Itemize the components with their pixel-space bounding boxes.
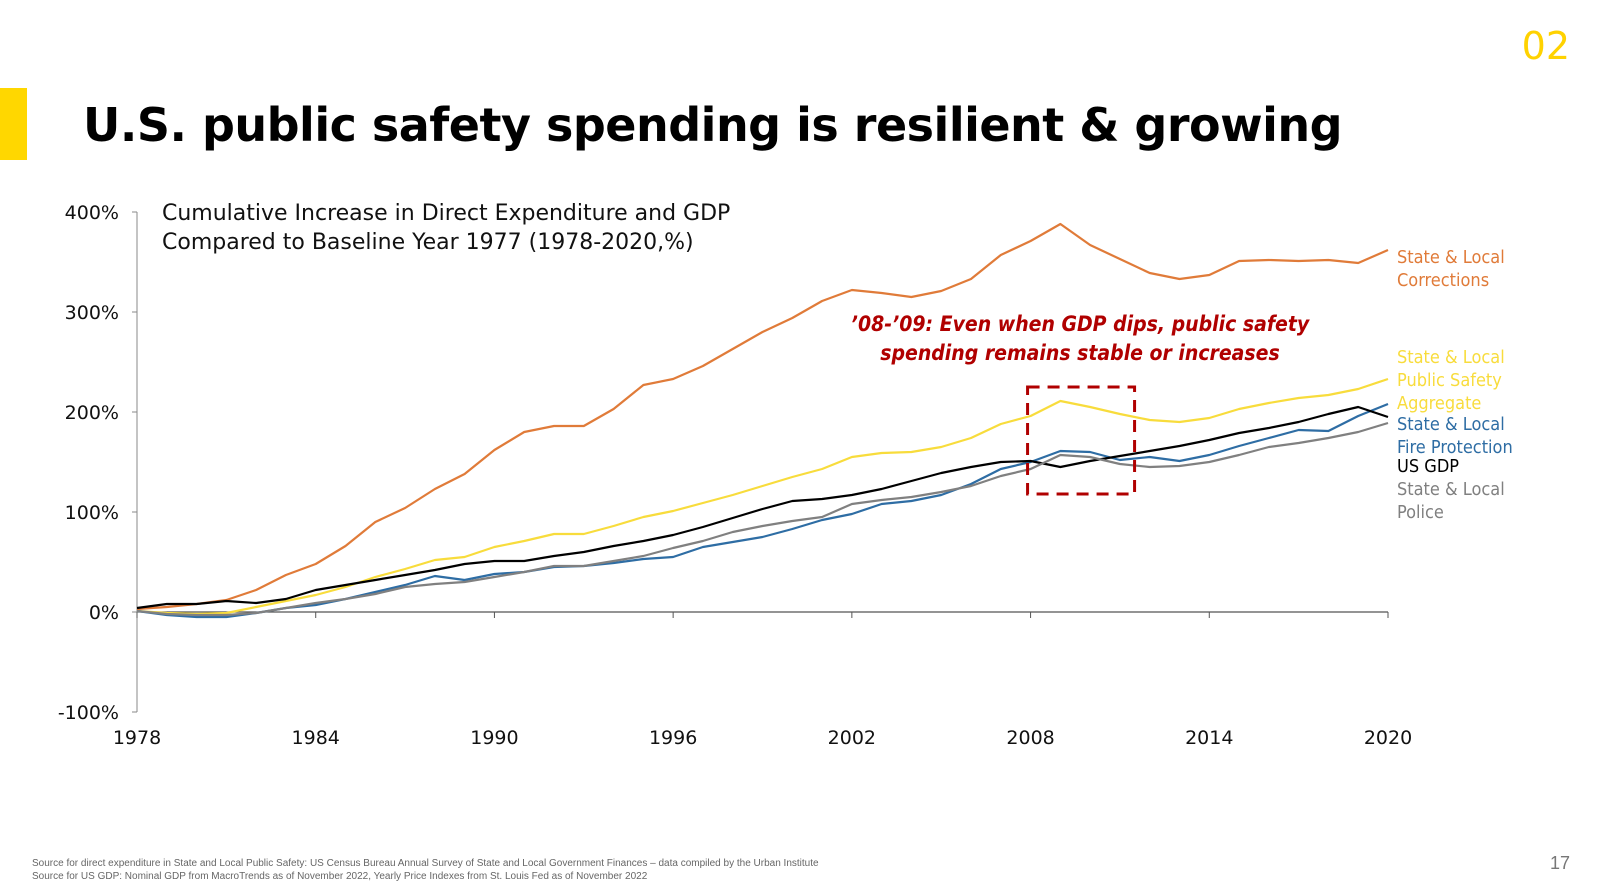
legend-label: Police — [1397, 502, 1444, 523]
x-tick-label: 1996 — [649, 727, 697, 749]
x-tick-label: 1990 — [470, 727, 518, 749]
series-line-4 — [136, 421, 1389, 617]
section-number: 02 — [1521, 24, 1570, 68]
x-tick-label: 2014 — [1185, 727, 1233, 749]
source-note-expenditure: Source for direct expenditure in State a… — [32, 858, 819, 869]
source-note-gdp: Source for US GDP: Nominal GDP from Macr… — [32, 871, 648, 882]
annotation-box — [1026, 385, 1137, 496]
legend-label: State & Local — [1397, 414, 1505, 435]
legend-label: State & Local — [1397, 347, 1505, 368]
y-tick-label: -100% — [58, 702, 119, 724]
y-tick-label: 300% — [65, 302, 119, 324]
legend-label: Public Safety — [1397, 370, 1502, 391]
chart-title-line-1: Cumulative Increase in Direct Expenditur… — [162, 201, 730, 226]
legend-label: Aggregate — [1397, 393, 1481, 414]
x-tick-label: 2008 — [1006, 727, 1054, 749]
series-line-1 — [136, 377, 1389, 616]
legend-label: US GDP — [1397, 456, 1459, 477]
page-title: U.S. public safety spending is resilient… — [83, 98, 1343, 152]
series-line-3 — [136, 405, 1389, 610]
annotation-text-line: spending remains stable or increases — [880, 341, 1280, 365]
y-tick-label: 400% — [65, 202, 119, 224]
x-tick-label: 1984 — [292, 727, 340, 749]
y-tick-label: 100% — [65, 502, 119, 524]
y-tick-label: 200% — [65, 402, 119, 424]
chart-title-line-2: Compared to Baseline Year 1977 (1978-202… — [162, 230, 694, 255]
page-number: 17 — [1549, 853, 1570, 873]
legend-label: Fire Protection — [1397, 437, 1513, 458]
x-tick-label: 2002 — [828, 727, 876, 749]
legend-label: Corrections — [1397, 270, 1489, 291]
annotation-text-line: ’08-’09: Even when GDP dips, public safe… — [851, 312, 1310, 336]
legend-label: State & Local — [1397, 247, 1505, 268]
y-tick-label: 0% — [89, 602, 119, 624]
series-line-2 — [136, 402, 1389, 619]
series-line-0 — [136, 222, 1389, 611]
accent-bar — [0, 88, 27, 160]
x-tick-label: 2020 — [1364, 727, 1412, 749]
x-tick-label: 1978 — [113, 727, 161, 749]
legend-label: State & Local — [1397, 479, 1505, 500]
